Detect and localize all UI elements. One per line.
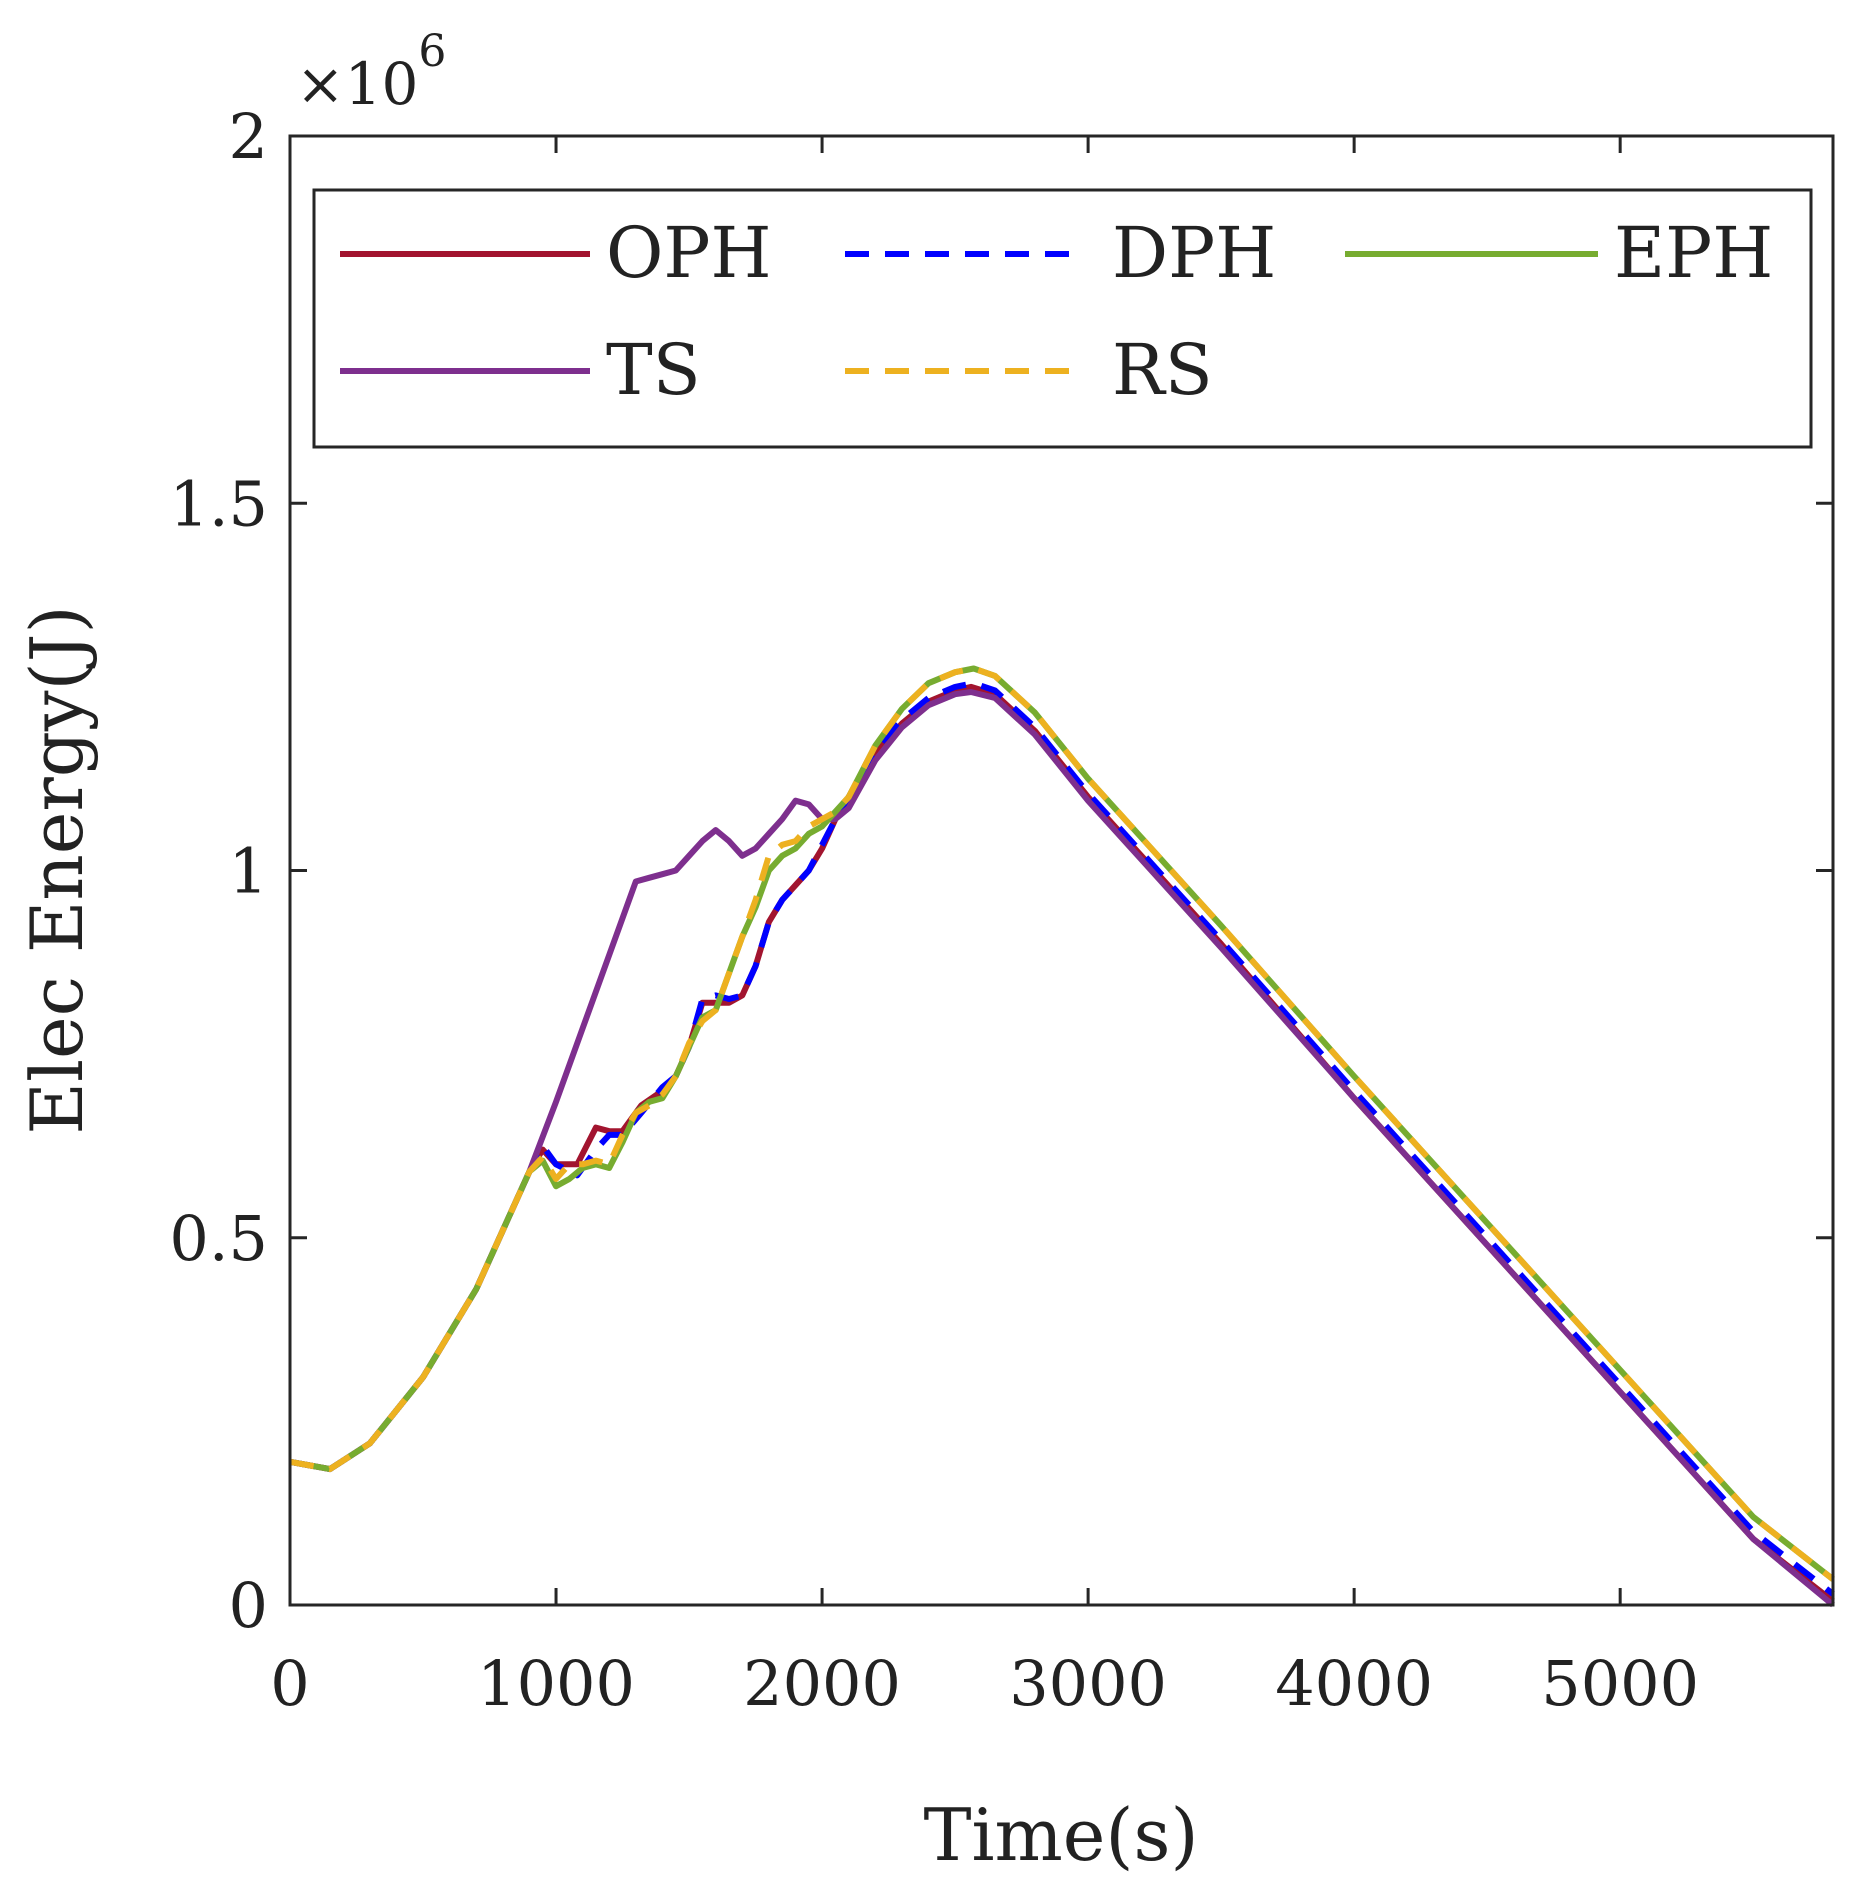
x-tick-label: 3000 xyxy=(1009,1647,1167,1720)
x-tick-label: 2000 xyxy=(743,1647,901,1720)
series-line-dph xyxy=(289,680,1835,1597)
x-tick-label: 5000 xyxy=(1541,1647,1699,1720)
y-multiplier: ×106 xyxy=(296,26,446,118)
plot-frame xyxy=(288,134,1835,1607)
x-tick-label: 1000 xyxy=(477,1647,635,1720)
series-layer xyxy=(289,665,1835,1608)
legend-label-rs: RS xyxy=(1112,329,1213,411)
legend-label-eph: EPH xyxy=(1614,212,1773,294)
x-tick-label: 4000 xyxy=(1275,1647,1433,1720)
legend-box xyxy=(312,188,1813,449)
y-axis-title: Elec Energy(J) xyxy=(15,605,99,1134)
y-tick-label: 1 xyxy=(229,835,268,908)
x-axis-title: Time(s) xyxy=(923,1793,1198,1877)
legend-label-oph: OPH xyxy=(606,212,772,294)
y-tick-label: 2 xyxy=(229,100,268,173)
legend-label-dph: DPH xyxy=(1112,212,1276,294)
y-tick-label: 0 xyxy=(229,1569,268,1642)
series-line-rs xyxy=(289,665,1835,1582)
y-tick-label: 0.5 xyxy=(169,1202,268,1275)
axis-ticks: 0 1000 2000 3000 4000 5000 0 0.5 1 1.5 2 xyxy=(169,100,1833,1720)
series-line-ts xyxy=(289,689,1835,1608)
legend: OPH DPH EPH TS RS xyxy=(312,188,1813,449)
y-tick-label: 1.5 xyxy=(169,467,268,540)
x-tick-label: 0 xyxy=(270,1647,309,1720)
legend-label-ts: TS xyxy=(606,329,701,411)
